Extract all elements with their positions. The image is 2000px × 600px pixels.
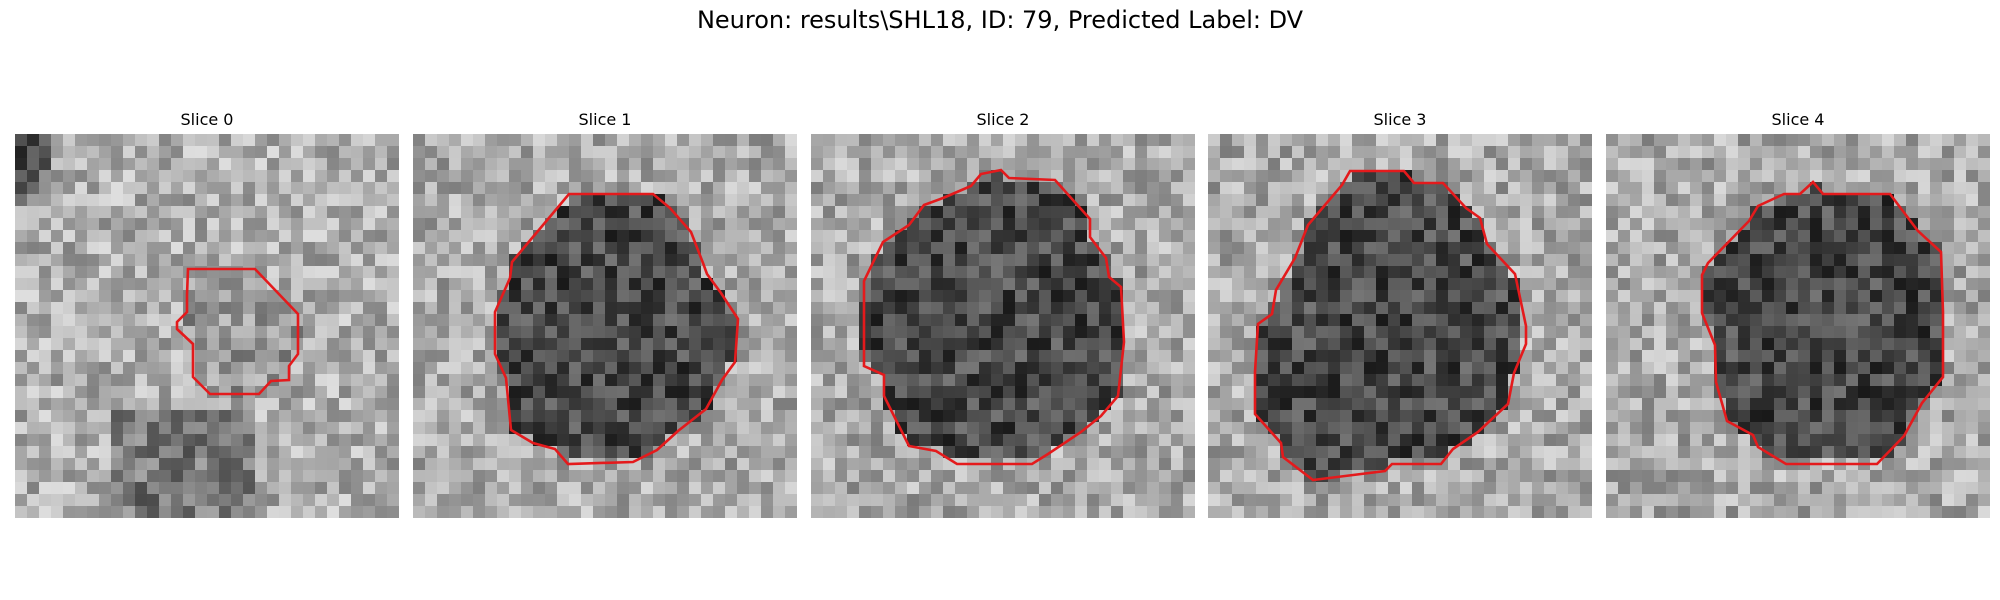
slice-image (1606, 134, 1990, 518)
slice-title: Slice 3 (1373, 110, 1427, 129)
slice-panel-1: Slice 1 (413, 108, 797, 518)
roi-outline (1700, 180, 1945, 466)
roi-outline (493, 192, 740, 466)
slice-panel-3: Slice 3 (1208, 108, 1592, 518)
slice-title: Slice 2 (976, 110, 1030, 129)
roi-contour (1700, 180, 1945, 466)
roi-contour (175, 267, 300, 396)
slice-image (1208, 134, 1592, 518)
slice-title: Slice 4 (1771, 110, 1825, 129)
roi-contour (862, 168, 1126, 466)
slice-title: Slice 1 (578, 110, 632, 129)
slice-panel-4: Slice 4 (1606, 108, 1990, 518)
roi-outline (1253, 169, 1528, 482)
slice-image (413, 134, 797, 518)
roi-outline (175, 267, 300, 396)
slice-panel-2: Slice 2 (811, 108, 1195, 518)
roi-outline (862, 168, 1126, 466)
roi-contour (1253, 169, 1528, 482)
slice-title: Slice 0 (180, 110, 234, 129)
roi-contour (493, 192, 740, 466)
slice-image (811, 134, 1195, 518)
slice-image (15, 134, 399, 518)
slice-panel-0: Slice 0 (15, 108, 399, 518)
figure-title: Neuron: results\SHL18, ID: 79, Predicted… (696, 6, 1304, 34)
